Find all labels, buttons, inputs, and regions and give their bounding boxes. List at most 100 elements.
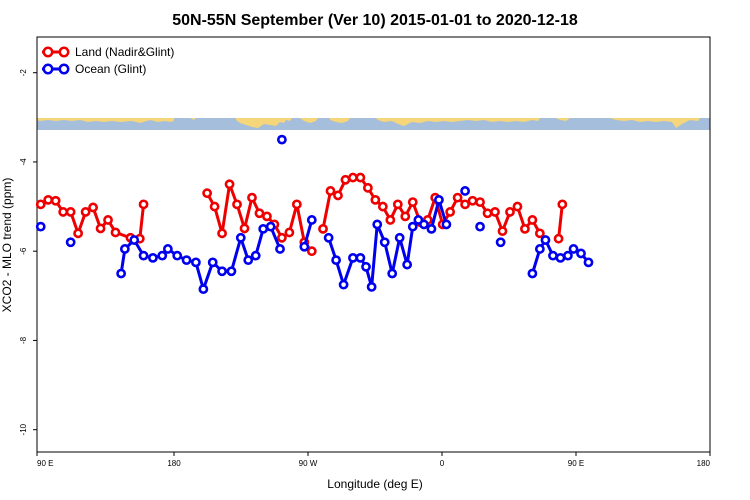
legend-land-marker [42,46,54,58]
data-point [207,257,218,268]
data-point [392,199,403,210]
plot-frame [36,36,711,453]
data-point [157,250,168,261]
data-point [407,197,418,208]
data-point [65,207,76,217]
data-point [275,244,285,254]
data-point [355,252,366,263]
data-point [217,228,227,239]
data-point [338,279,349,290]
data-point [110,227,121,238]
data-point [88,202,98,213]
data-point [103,215,113,225]
data-point [318,223,328,234]
data-point [138,250,149,261]
data-point [497,226,508,237]
map-ocean-background [37,118,710,130]
data-point [540,235,551,245]
x-axis: 90 E 180 90 W 0 90 E 180 [36,452,711,468]
legend-ocean-marker [58,63,70,75]
chart-title: 50N-55N September (Ver 10) 2015-01-01 to… [172,12,578,29]
data-point [452,192,463,203]
data-point [407,221,418,232]
data-point [209,201,220,212]
data-point [467,195,478,206]
data-point [43,194,54,205]
data-point [534,228,545,239]
legend-land-marker [58,46,70,58]
data-point [370,194,381,205]
data-point [348,172,358,183]
data-point [445,207,456,217]
data-point [555,252,566,263]
data-point [191,257,201,268]
data-point [387,268,398,279]
data-point [232,199,242,210]
legend: Land (Nadir&Glint) Ocean (Glint) [42,45,174,76]
y-tick-label: -6 [19,247,28,255]
data-point [291,199,302,210]
data-point [372,219,383,230]
legend-ocean-marker [42,63,54,75]
data-point [340,174,351,185]
data-point [65,237,76,248]
data-point [239,223,250,234]
data-point [563,250,573,261]
data-point [247,192,257,203]
data-point [385,215,396,225]
x-tick-label: 90 W [299,459,318,468]
data-point [505,207,515,217]
data-point [276,232,287,243]
data-point [460,199,471,210]
series-1 [35,134,594,295]
data-point [534,244,545,254]
data-point [441,219,452,230]
data-point [553,233,564,244]
data-point [361,261,371,272]
data-point [475,221,485,232]
y-tick-label: -10 [19,423,28,435]
data-point [402,259,413,270]
data-point [557,199,568,210]
data-point [73,228,84,239]
world-map-strip [37,118,710,130]
data-point [217,266,227,277]
data-point [265,221,276,232]
data-point [495,237,506,248]
data-point [116,268,127,279]
data-point [284,227,295,238]
data-point [355,172,366,183]
data-point [475,197,485,208]
data-point [583,257,594,268]
data-point [172,250,183,261]
data-point [58,207,69,217]
x-axis-label: Longitude (deg E) [327,477,422,491]
x-tick-label: 180 [167,459,181,468]
data-point [419,219,429,230]
data-point [348,252,358,263]
data-point [362,182,373,193]
x-tick-label: 90 E [37,459,53,468]
data-point [198,284,209,295]
y-axis-label: XCO2 - MLO trend (ppm) [0,178,14,313]
data-point [299,241,310,252]
data-point [235,232,246,243]
data-point [434,194,444,205]
data-point [129,235,140,245]
data-point [377,201,388,212]
y-axis: -10 -8 -6 -4 -2 [19,69,37,435]
data-point [243,255,254,266]
data-point [527,215,538,225]
data-point [35,221,46,232]
y-tick-label: -8 [19,336,28,344]
data-point [490,207,500,217]
data-point [119,244,130,254]
data-point [394,232,405,243]
data-point [323,232,334,243]
data-point [50,195,61,206]
data-point [568,244,579,254]
legend-ocean-label: Ocean (Glint) [75,62,146,76]
data-point [400,211,411,222]
data-point [95,223,106,234]
